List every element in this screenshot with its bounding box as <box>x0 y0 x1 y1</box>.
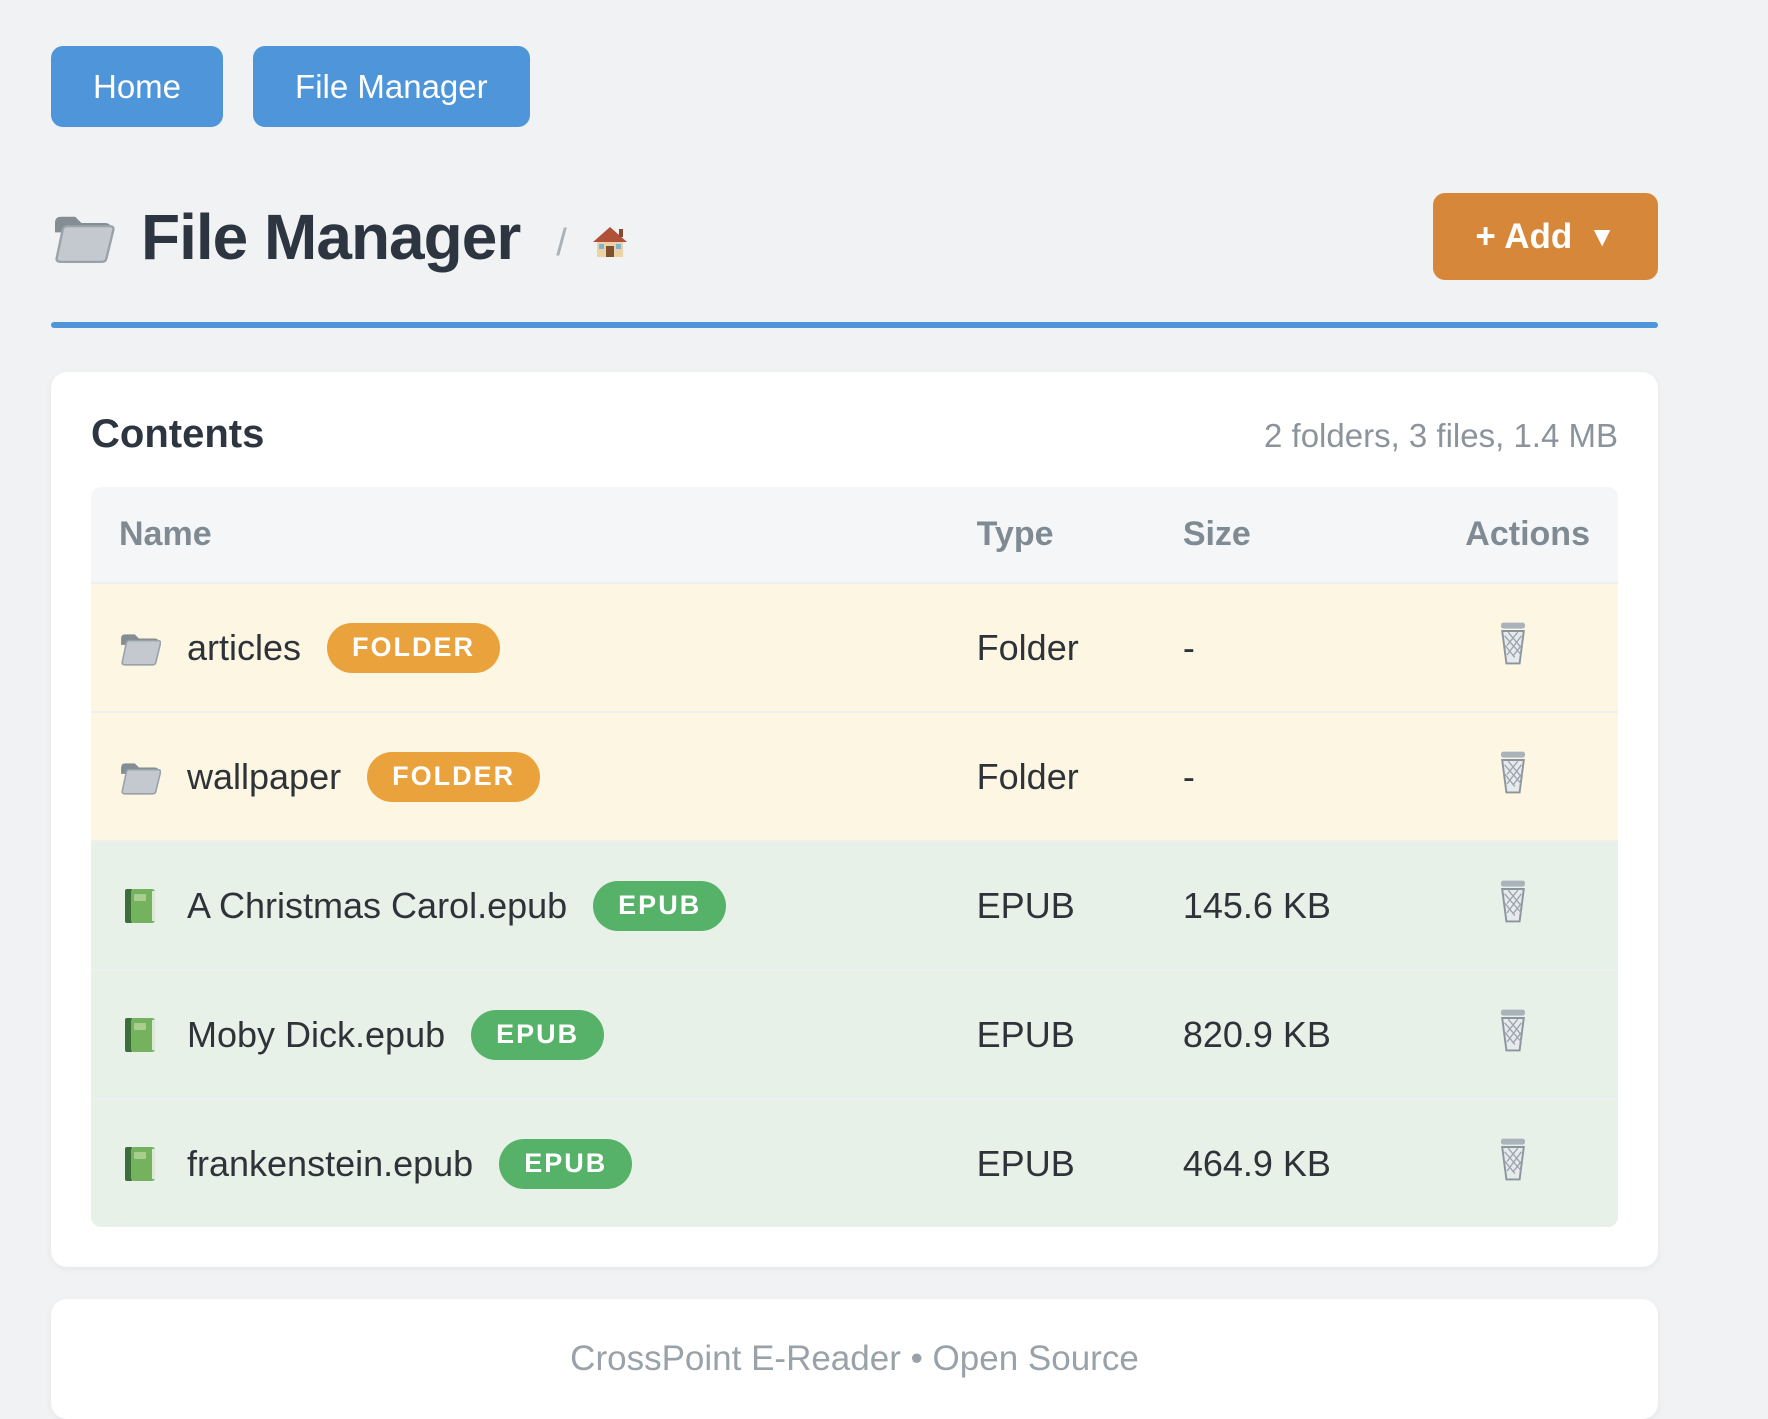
page-header: File Manager / + Add ▼ <box>51 193 1658 280</box>
size-cell: - <box>1182 626 1195 668</box>
type-badge: EPUB <box>471 1009 605 1060</box>
table-row: A Christmas Carol.epub EPUB EPUB 145.6 K… <box>91 841 1618 970</box>
column-header-type: Type <box>976 515 1054 553</box>
delete-button[interactable] <box>1465 620 1531 666</box>
add-button[interactable]: + Add ▼ <box>1433 193 1658 280</box>
book-icon <box>125 1017 155 1052</box>
trash-icon <box>1500 879 1527 923</box>
type-badge: EPUB <box>593 880 727 931</box>
home-nav-button[interactable]: Home <box>51 46 224 127</box>
delete-button[interactable] <box>1465 1007 1531 1053</box>
trash-icon <box>1500 1137 1527 1181</box>
trash-icon <box>1500 1008 1527 1052</box>
type-cell: EPUB <box>976 884 1075 926</box>
file-name-link[interactable]: A Christmas Carol.epub <box>187 884 568 926</box>
home-icon[interactable] <box>587 215 633 259</box>
type-badge: FOLDER <box>367 751 541 802</box>
file-name-link[interactable]: articles <box>187 626 302 668</box>
footer: CrossPoint E-Reader • Open Source <box>51 1299 1658 1419</box>
footer-text: CrossPoint E-Reader • Open Source <box>570 1339 1139 1378</box>
type-cell: EPUB <box>976 1142 1075 1184</box>
file-name-link[interactable]: Moby Dick.epub <box>187 1013 446 1055</box>
type-cell: EPUB <box>976 1013 1075 1055</box>
folder-icon <box>53 215 115 263</box>
add-button-label: + Add <box>1475 217 1573 256</box>
file-table: Name Type Size Actions articles FOLDER F… <box>91 487 1618 1227</box>
delete-button[interactable] <box>1465 1136 1531 1182</box>
top-nav: Home File Manager <box>51 46 1658 127</box>
contents-title: Contents <box>91 412 265 456</box>
type-badge: EPUB <box>499 1138 633 1189</box>
file-name-link[interactable]: wallpaper <box>187 755 342 797</box>
table-row: wallpaper FOLDER Folder - <box>91 712 1618 841</box>
delete-button[interactable] <box>1465 749 1531 795</box>
contents-summary: 2 folders, 3 files, 1.4 MB <box>1264 417 1618 454</box>
contents-card-header: Contents 2 folders, 3 files, 1.4 MB <box>91 412 1618 457</box>
file-manager-nav-button[interactable]: File Manager <box>253 46 530 127</box>
header-divider <box>51 322 1658 328</box>
size-cell: - <box>1182 755 1195 797</box>
file-name-link[interactable]: frankenstein.epub <box>187 1142 474 1184</box>
type-cell: Folder <box>976 755 1079 797</box>
type-badge: FOLDER <box>327 622 501 673</box>
folder-icon <box>120 762 161 795</box>
column-header-size: Size <box>1182 515 1251 553</box>
contents-card: Contents 2 folders, 3 files, 1.4 MB Name… <box>51 372 1658 1267</box>
file-table-container: Name Type Size Actions articles FOLDER F… <box>91 487 1618 1227</box>
page-title: File Manager <box>141 200 521 273</box>
table-header-row: Name Type Size Actions <box>91 487 1618 583</box>
trash-icon <box>1500 621 1527 665</box>
type-cell: Folder <box>976 626 1079 668</box>
size-cell: 820.9 KB <box>1182 1013 1331 1055</box>
column-header-name: Name <box>119 515 212 553</box>
delete-button[interactable] <box>1465 878 1531 924</box>
book-icon <box>125 888 155 923</box>
book-icon <box>125 1146 155 1181</box>
size-cell: 464.9 KB <box>1182 1142 1331 1184</box>
trash-icon <box>1500 750 1527 794</box>
table-row: frankenstein.epub EPUB EPUB 464.9 KB <box>91 1099 1618 1227</box>
table-row: articles FOLDER Folder - <box>91 583 1618 712</box>
column-header-actions: Actions <box>1465 515 1590 553</box>
chevron-down-icon: ▼ <box>1588 220 1616 252</box>
breadcrumb-separator: / <box>556 222 567 264</box>
folder-icon <box>120 633 161 666</box>
size-cell: 145.6 KB <box>1182 884 1331 926</box>
table-row: Moby Dick.epub EPUB EPUB 820.9 KB <box>91 970 1618 1099</box>
